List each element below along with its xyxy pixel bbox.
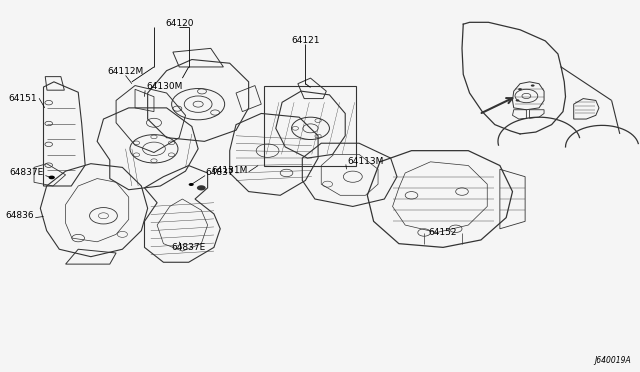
Text: 64837: 64837 [205,168,234,177]
Text: 64151: 64151 [8,94,37,103]
Circle shape [518,88,522,90]
Bar [264,86,356,166]
Text: 64112M: 64112M [108,67,144,76]
Circle shape [531,84,534,87]
Circle shape [189,183,194,186]
Circle shape [516,99,520,102]
Text: 64152: 64152 [429,228,457,237]
Text: J640019A: J640019A [594,356,630,365]
Text: 64836: 64836 [5,211,34,219]
Text: 64131M: 64131M [211,166,248,175]
Circle shape [49,176,55,179]
Text: 64113M: 64113M [347,157,383,166]
Text: 64837E: 64837E [9,168,44,177]
Text: 64130M: 64130M [147,82,183,91]
Text: 64120: 64120 [165,19,193,28]
Text: 64837E: 64837E [172,243,206,252]
Text: 64121: 64121 [291,36,320,45]
Circle shape [197,185,205,190]
